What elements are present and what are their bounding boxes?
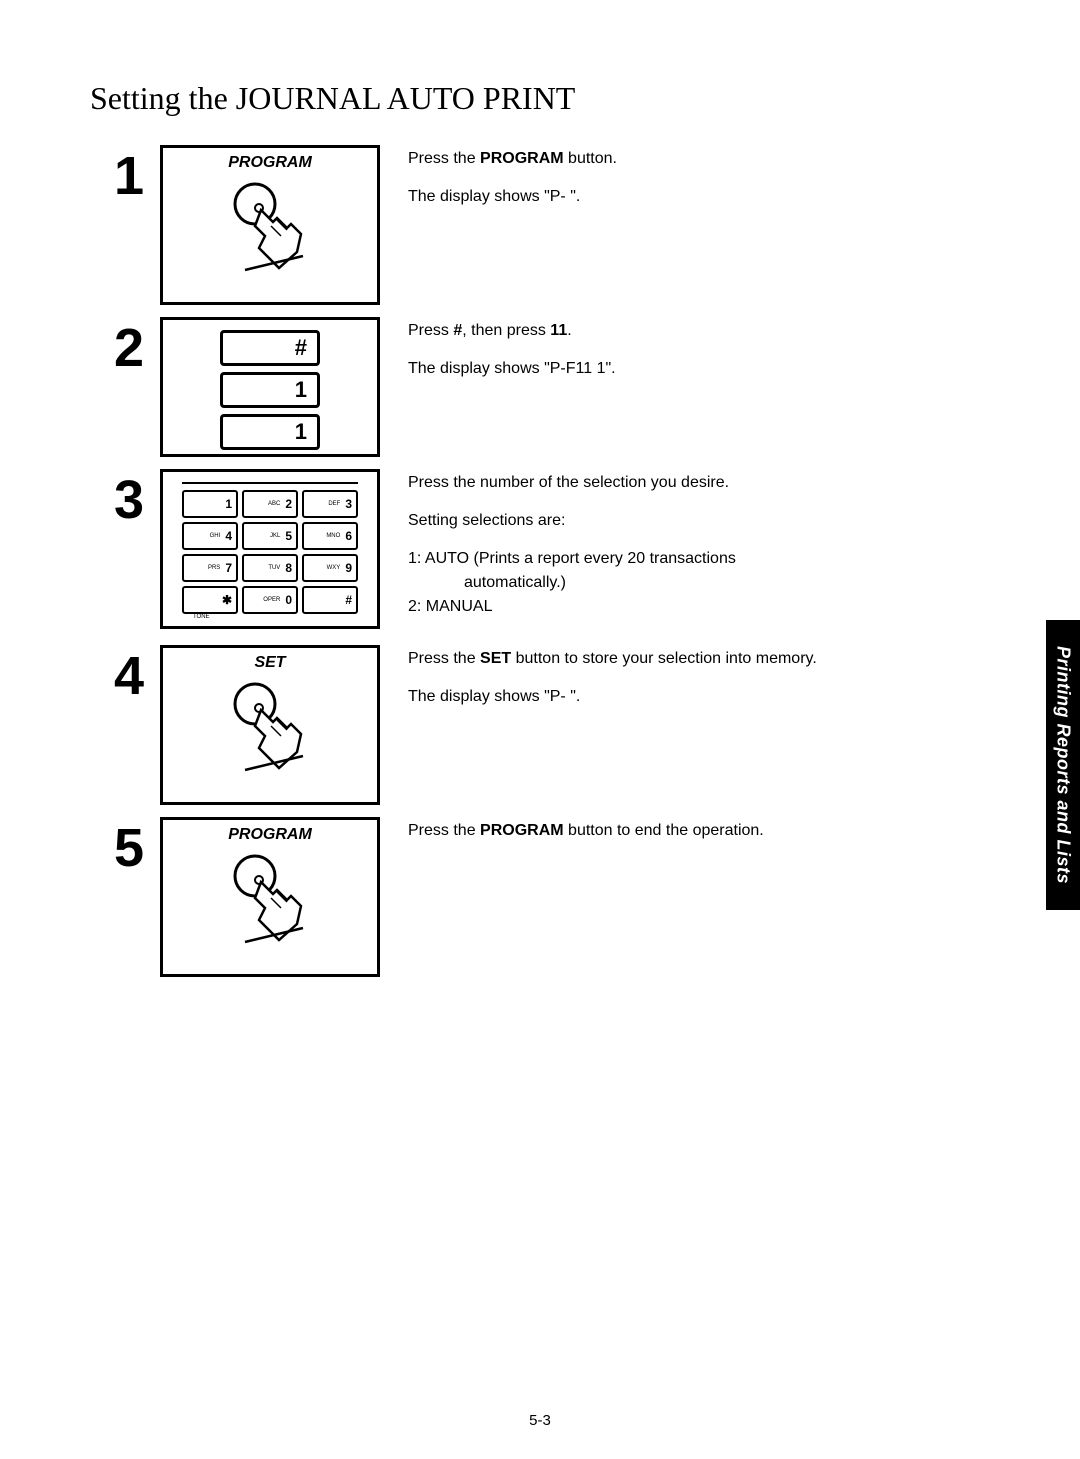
text-span: , then press	[462, 322, 550, 339]
desc-line: 2: MANUAL	[408, 595, 990, 619]
key-button: 1	[220, 372, 320, 408]
step-description: Press the PROGRAM button. The display sho…	[408, 145, 990, 223]
step-row: 3 1 ABC 2 DEF 3 GHI 4 JKL 5 MNO 6 PRS 7 TUV 8 WXY 9 ✱ OPER 0…	[90, 469, 990, 633]
text-span: .	[567, 322, 571, 339]
step-number: 1	[90, 145, 160, 203]
finger-press-icon	[225, 176, 315, 276]
bold-text: PROGRAM	[480, 150, 564, 167]
desc-line: automatically.)	[408, 571, 990, 595]
keypad-key-sublabel: GHI	[210, 533, 221, 539]
desc-line: Setting selections are:	[408, 509, 990, 533]
keypad-key: ABC 2	[242, 490, 298, 518]
finger-press-icon	[225, 676, 315, 776]
text-span: button to store your selection into memo…	[511, 650, 817, 667]
keypad-key-sublabel: MNO	[326, 533, 340, 539]
step-illustration-panel: PROGRAM	[160, 817, 380, 977]
bold-text: PROGRAM	[480, 822, 564, 839]
step-illustration-panel: 1 ABC 2 DEF 3 GHI 4 JKL 5 MNO 6 PRS 7 TUV 8 WXY 9 ✱ OPER 0 #…	[160, 469, 380, 629]
page-title: Setting the JOURNAL AUTO PRINT	[90, 80, 990, 117]
steps-container: 1 PROGRAM Press the PROGRAM button. The di…	[90, 145, 990, 977]
text-span: Press the	[408, 650, 480, 667]
text-span: button.	[564, 150, 617, 167]
keypad-key: WXY 9	[302, 554, 358, 582]
step-description: Press the number of the selection you de…	[408, 469, 990, 633]
key-button: #	[220, 330, 320, 366]
keypad-key: OPER 0	[242, 586, 298, 614]
keypad-key: 1	[182, 490, 238, 518]
bold-text: 11	[550, 322, 567, 339]
step-number: 5	[90, 817, 160, 875]
keypad-key-sublabel: TUV	[268, 565, 280, 571]
desc-line: Press #, then press 11.	[408, 319, 990, 343]
step-description: Press the SET button to store your selec…	[408, 645, 990, 723]
keypad-key-main: #	[345, 593, 352, 607]
step-row: 2#11Press #, then press 11.The display s…	[90, 317, 990, 457]
text-span: Press	[408, 322, 453, 339]
keypad-key-sublabel: ABC	[268, 501, 280, 507]
keypad-key: GHI 4	[182, 522, 238, 550]
keypad-key: DEF 3	[302, 490, 358, 518]
keypad-key-main: 8	[285, 561, 292, 575]
keypad-key: TUV 8	[242, 554, 298, 582]
bold-text: SET	[480, 650, 511, 667]
step-row: 4 SET Press the SET button to store your …	[90, 645, 990, 805]
bold-text: #	[453, 322, 462, 339]
step-illustration-panel: #1 1	[160, 317, 380, 457]
text-span: button to end the operation.	[564, 822, 764, 839]
keypad-key-main: 0	[285, 593, 292, 607]
keypad-key-sublabel: JKL	[270, 533, 280, 539]
panel-label: SET	[254, 654, 285, 672]
keypad-key-main: 3	[345, 497, 352, 511]
keypad-key-main: ✱	[222, 593, 232, 607]
desc-line: The display shows "P- ".	[408, 685, 990, 709]
keypad-key: JKL 5	[242, 522, 298, 550]
keypad-key-sublabel: WXY	[327, 565, 341, 571]
desc-line: 1: AUTO (Prints a report every 20 transa…	[408, 547, 990, 571]
step-illustration-panel: SET	[160, 645, 380, 805]
tone-label: TONE	[193, 614, 210, 620]
text-span: Press the	[408, 822, 480, 839]
keypad-key-sublabel: DEF	[328, 501, 340, 507]
panel-label: PROGRAM	[228, 154, 312, 172]
step-number: 2	[90, 317, 160, 375]
step-description: Press #, then press 11. The display shows…	[408, 317, 990, 395]
keypad-key-sublabel: PRS	[208, 565, 220, 571]
text-span: Press the	[408, 150, 480, 167]
step-row: 5 PROGRAM Press the PROGRAM button to end…	[90, 817, 990, 977]
panel-label: PROGRAM	[228, 826, 312, 844]
key-button: 1	[220, 414, 320, 450]
desc-line: Press the SET button to store your selec…	[408, 647, 990, 671]
step-row: 1 PROGRAM Press the PROGRAM button. The di…	[90, 145, 990, 305]
keypad-key-main: 6	[345, 529, 352, 543]
keypad-key-main: 5	[285, 529, 292, 543]
step-description: Press the PROGRAM button to end the oper…	[408, 817, 990, 857]
keypad-key-main: 4	[225, 529, 232, 543]
desc-line: Press the number of the selection you de…	[408, 471, 990, 495]
keypad: 1 ABC 2 DEF 3 GHI 4 JKL 5 MNO 6 PRS 7 TUV 8 WXY 9 ✱ OPER 0 #	[182, 482, 358, 614]
step-illustration-panel: PROGRAM	[160, 145, 380, 305]
keypad-key: #	[302, 586, 358, 614]
finger-press-icon	[225, 848, 315, 948]
keypad-key: ✱	[182, 586, 238, 614]
page: Setting the JOURNAL AUTO PRINT 1 PROGRAM …	[0, 0, 1080, 1029]
page-number: 5-3	[0, 1412, 1080, 1429]
section-tab: Printing Reports and Lists	[1046, 620, 1080, 910]
desc-line: Press the PROGRAM button.	[408, 147, 990, 171]
step-number: 3	[90, 469, 160, 527]
key-sequence: #1 1	[220, 326, 320, 450]
keypad-key-main: 2	[285, 497, 292, 511]
keypad-key-main: 9	[345, 561, 352, 575]
step-number: 4	[90, 645, 160, 703]
desc-line: The display shows "P- ".	[408, 185, 990, 209]
keypad-key-main: 7	[225, 561, 232, 575]
keypad-key: PRS 7	[182, 554, 238, 582]
keypad-key-main: 1	[225, 497, 232, 511]
desc-line: The display shows "P-F11 1".	[408, 357, 990, 381]
keypad-key: MNO 6	[302, 522, 358, 550]
desc-line: Press the PROGRAM button to end the oper…	[408, 819, 990, 843]
keypad-key-sublabel: OPER	[263, 597, 280, 603]
